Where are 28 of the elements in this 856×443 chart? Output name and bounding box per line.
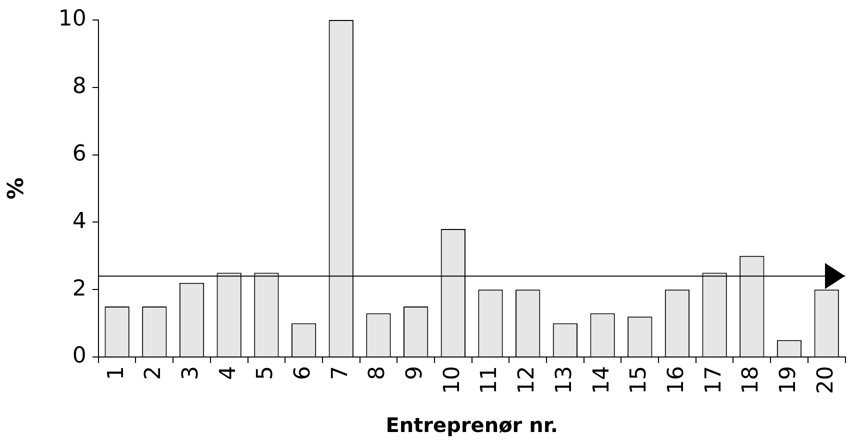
x-tick-label: 2 — [141, 366, 166, 380]
y-axis-title: % — [4, 177, 29, 200]
y-tick-label: 10 — [58, 6, 86, 32]
x-tick-label: 14 — [589, 366, 614, 394]
y-tick-label: 4 — [72, 208, 86, 234]
x-tick-label: 15 — [626, 366, 652, 394]
y-tick-label: 0 — [72, 344, 86, 369]
x-tick-label: 16 — [664, 366, 689, 394]
x-tick-label: 19 — [776, 366, 801, 394]
x-tick-label: 13 — [552, 366, 577, 394]
x-tick-label: 12 — [514, 366, 540, 394]
y-tick-label: 6 — [72, 142, 86, 167]
x-tick-label: 9 — [402, 366, 428, 380]
x-tick-label: 11 — [477, 366, 502, 394]
x-tick-label: 5 — [253, 366, 278, 380]
x-tick-label: 3 — [178, 366, 204, 380]
y-tick-label: 2 — [72, 276, 86, 302]
x-tick-label: 8 — [365, 366, 390, 380]
x-axis-title: Entreprenør nr. — [386, 413, 558, 438]
x-tick-label: 17 — [701, 366, 726, 394]
x-tick-label: 10 — [440, 366, 465, 394]
x-tick-label: 7 — [328, 366, 353, 380]
x-tick-label: 1 — [104, 366, 129, 380]
x-tick-label: 20 — [813, 366, 838, 394]
x-tick-label: 4 — [216, 366, 241, 380]
y-tick-label: 8 — [72, 74, 86, 100]
x-tick-label: 18 — [738, 366, 764, 394]
x-tick-label: 6 — [290, 366, 316, 380]
